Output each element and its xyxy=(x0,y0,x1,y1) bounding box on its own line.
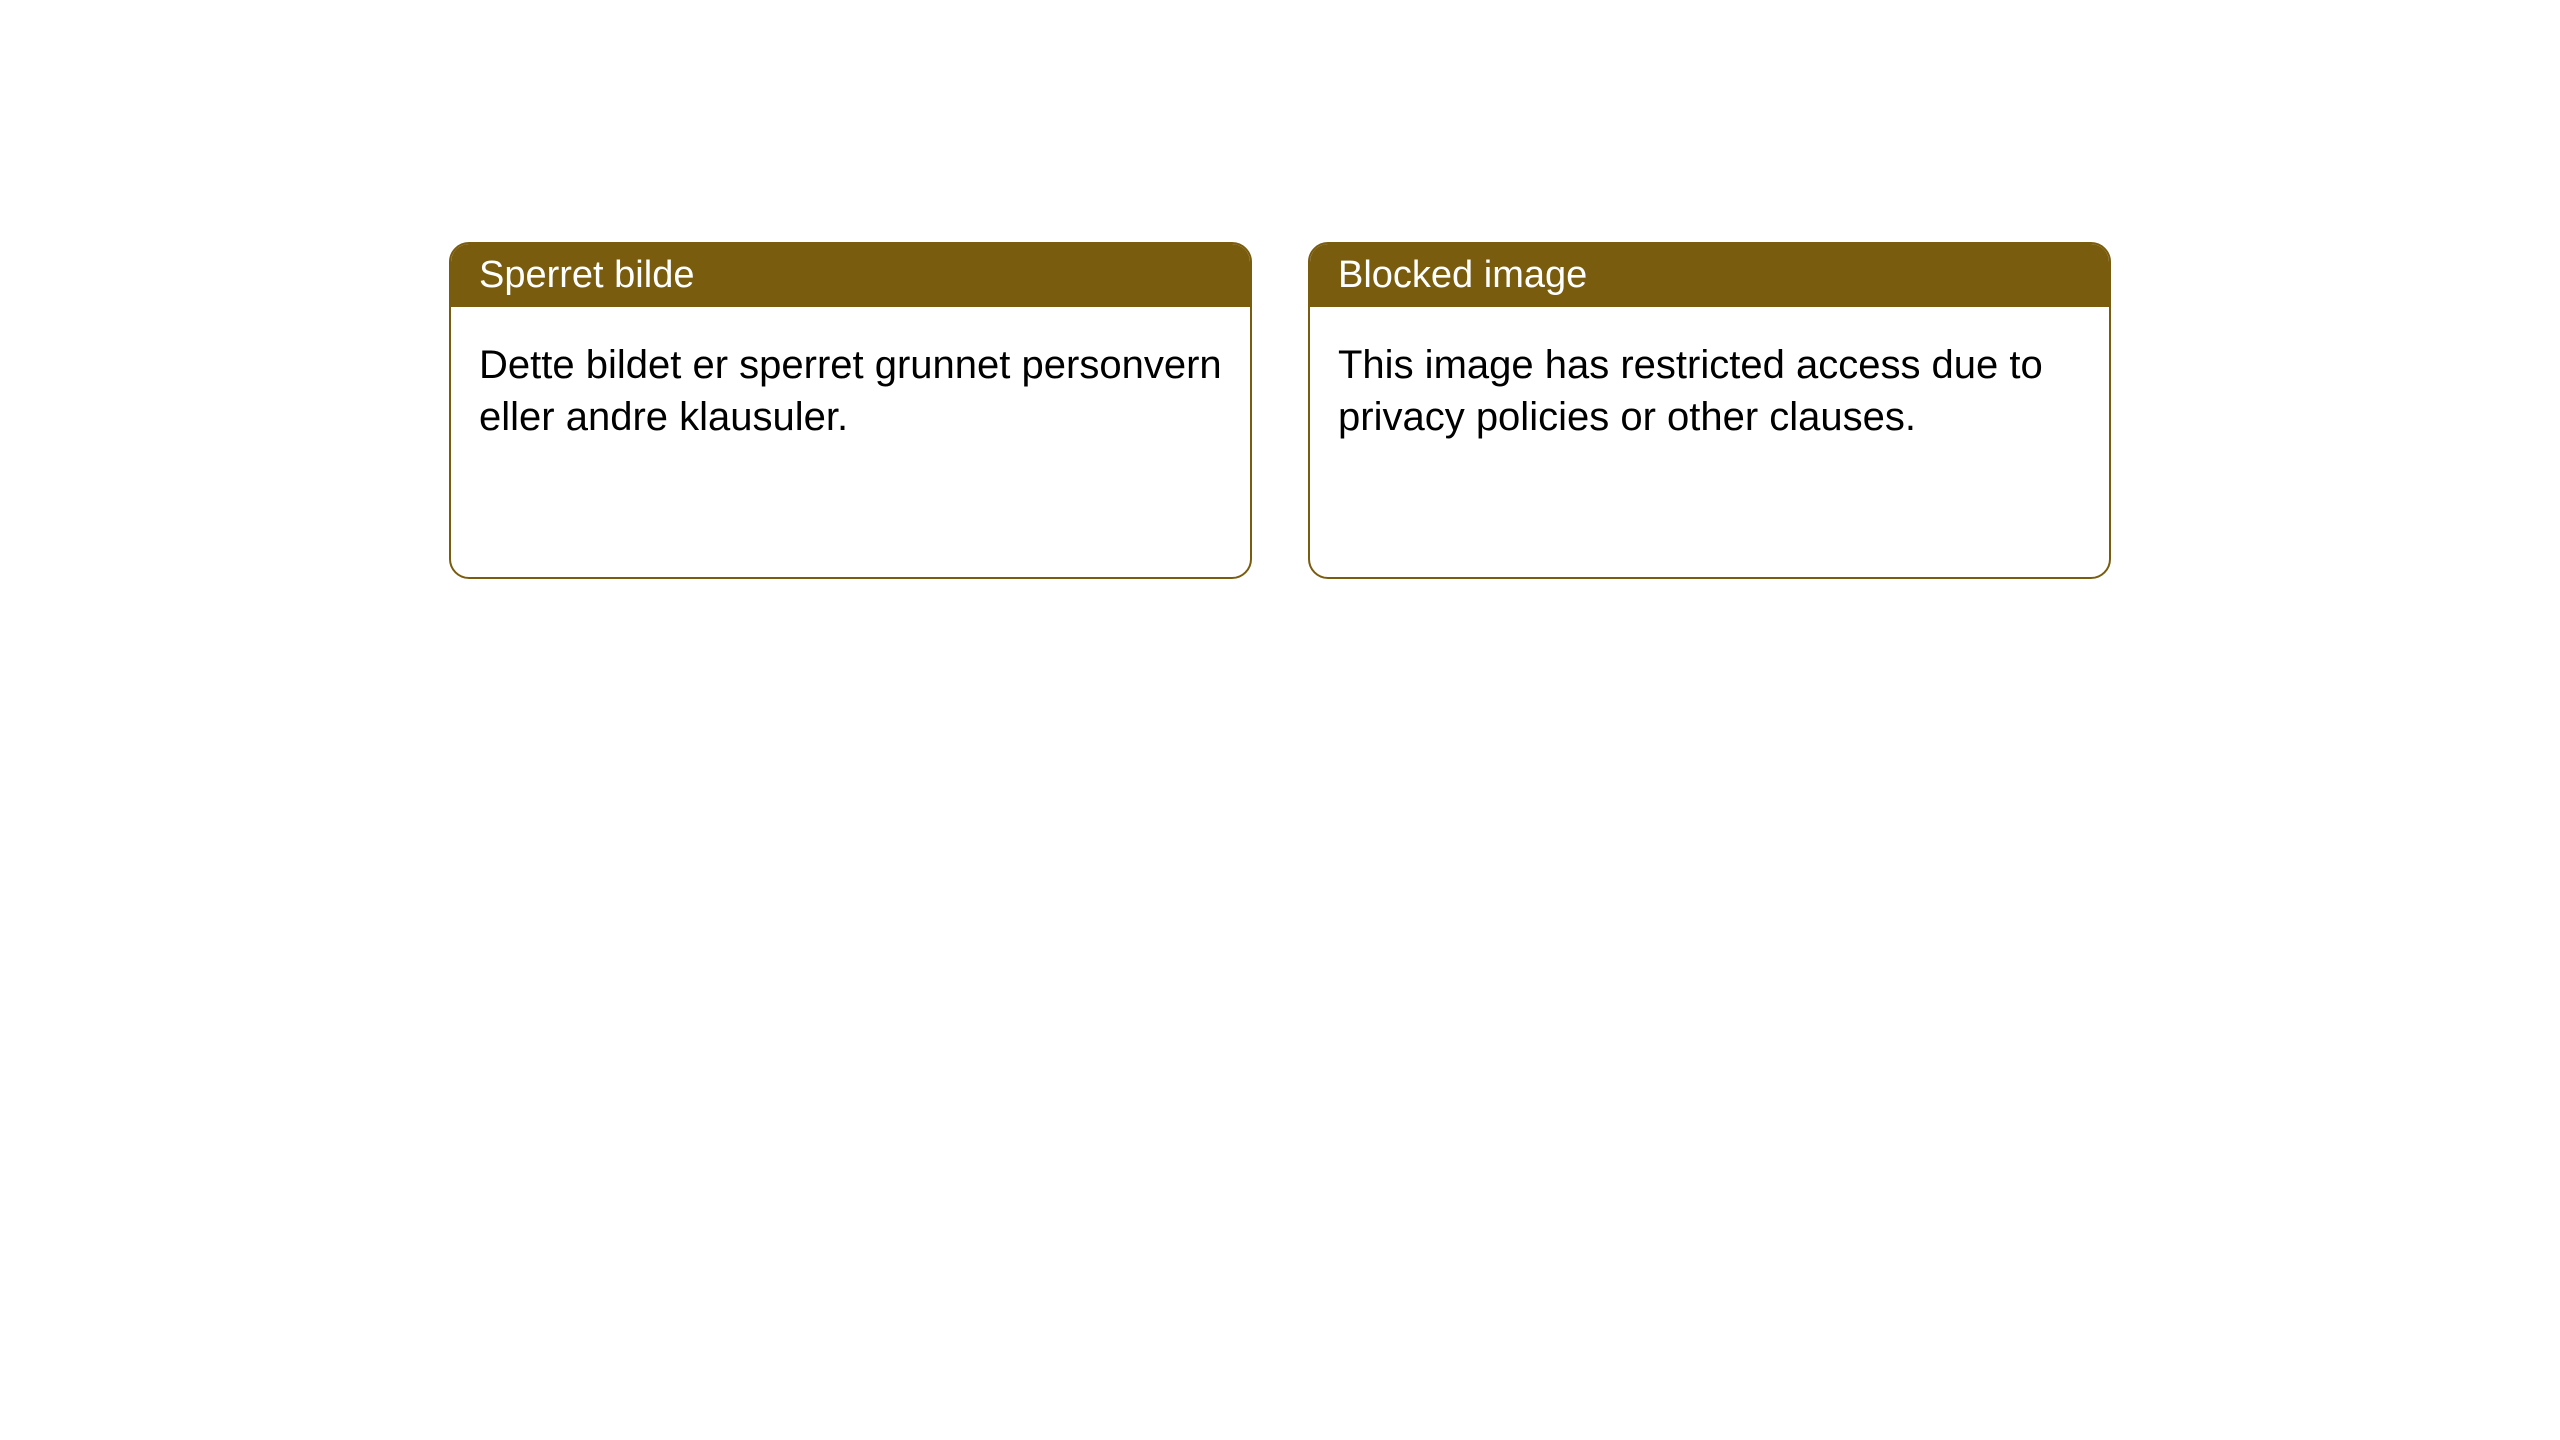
notice-text: This image has restricted access due to … xyxy=(1338,343,2043,439)
notice-body-english: This image has restricted access due to … xyxy=(1310,307,2109,577)
notice-title: Blocked image xyxy=(1338,254,1587,296)
notice-header-norwegian: Sperret bilde xyxy=(451,244,1250,307)
notice-header-english: Blocked image xyxy=(1310,244,2109,307)
notice-container: Sperret bilde Dette bildet er sperret gr… xyxy=(449,242,2111,579)
notice-body-norwegian: Dette bildet er sperret grunnet personve… xyxy=(451,307,1250,577)
notice-card-norwegian: Sperret bilde Dette bildet er sperret gr… xyxy=(449,242,1252,579)
notice-text: Dette bildet er sperret grunnet personve… xyxy=(479,343,1222,439)
notice-card-english: Blocked image This image has restricted … xyxy=(1308,242,2111,579)
notice-title: Sperret bilde xyxy=(479,254,694,296)
